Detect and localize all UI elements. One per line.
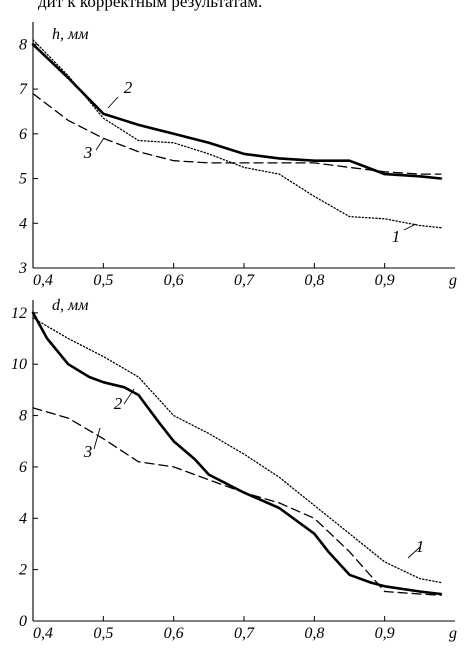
x-tick-label: 0,9 [375,625,395,642]
y-tick-label: 6 [19,459,27,476]
x-tick-label: 0,7 [234,272,255,289]
series-label-2: 2 [124,78,133,97]
y-tick-label: 2 [19,562,27,579]
y-tick-label: 8 [19,408,27,425]
y-tick-label: 12 [11,305,27,322]
y-tick-label: 4 [19,215,27,232]
series-label-leader [123,388,135,405]
series-label-leader [107,96,119,109]
x-tick-label: 0,9 [375,272,395,289]
series-label-3: 3 [83,143,93,162]
x-tick-label: 0,5 [93,272,113,289]
series-label-3: 3 [83,442,93,461]
chart-height: 0,4 0,5 0,6 0,7 0,8 0,9 g 3 4 5 6 7 8 h, мм 1 2 3 [18,22,457,289]
x-axis-label: g [449,625,457,642]
series-label-leader [93,427,101,450]
x-tick-label: 0,8 [304,272,324,289]
y-tick-label: 8 [19,36,27,53]
series-line-3 [32,407,442,596]
y-tick-label: 0 [19,613,27,630]
series-label-1: 1 [392,227,401,246]
y-axis-label: h, мм [52,26,88,43]
x-tick-label: 0,6 [164,272,184,289]
page-header-text: дит к корректным результатам. [38,0,263,11]
x-tick-label: 0,8 [304,625,324,642]
x-tick-label: 0,6 [164,625,184,642]
series-label-leader [95,137,105,151]
series-label-1: 1 [416,537,425,556]
series-line-2 [31,311,443,596]
x-tick-label: 0,7 [234,625,255,642]
series-label-leader [403,223,417,231]
x-tick-label: 0,4 [33,272,53,289]
x-tick-label: 0,4 [33,625,53,642]
series-line-2 [31,43,443,180]
x-tick-label: 0,5 [93,625,113,642]
y-tick-label: 6 [19,126,27,143]
x-axis-label: g [449,272,457,289]
y-tick-label: 7 [19,81,28,98]
y-tick-label: 5 [19,171,27,188]
y-tick-label: 4 [19,510,27,527]
y-tick-label: 3 [18,260,27,277]
y-tick-label: 10 [11,356,27,373]
series-label-leader [407,546,421,559]
series-label-2: 2 [114,394,123,413]
series-line-1 [32,317,442,584]
series-line-1 [32,39,442,229]
y-axis-label: d, мм [52,297,88,314]
